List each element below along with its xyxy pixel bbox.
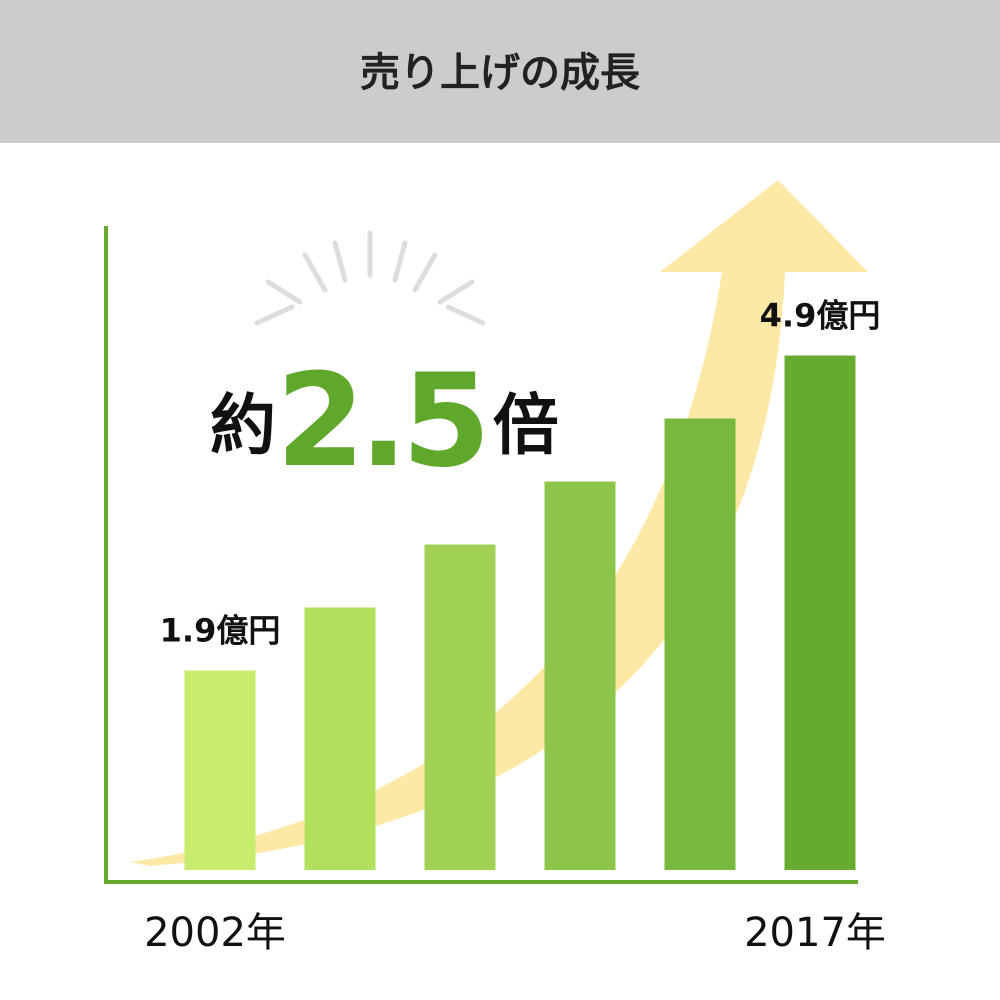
chart-title: 売り上げの成長 [360,50,641,96]
bar [304,607,376,870]
value-label: 1.9億円 [160,612,281,650]
annotation: 約2.5 倍 [210,347,559,496]
bar [424,544,496,870]
value-label: 4.9億円 [760,297,881,335]
bar [544,481,616,870]
bar [784,355,856,870]
x-tick-label: 2002年 [144,910,286,956]
annotation-suffix: 倍 [493,387,559,464]
bar [664,418,736,870]
title-bar [0,0,1000,143]
annotation-value: 2.5 [276,347,485,496]
annotation-prefix: 約 [210,387,276,464]
x-tick-label: 2017年 [744,910,886,956]
sunburst [254,230,486,326]
bar [184,670,256,870]
